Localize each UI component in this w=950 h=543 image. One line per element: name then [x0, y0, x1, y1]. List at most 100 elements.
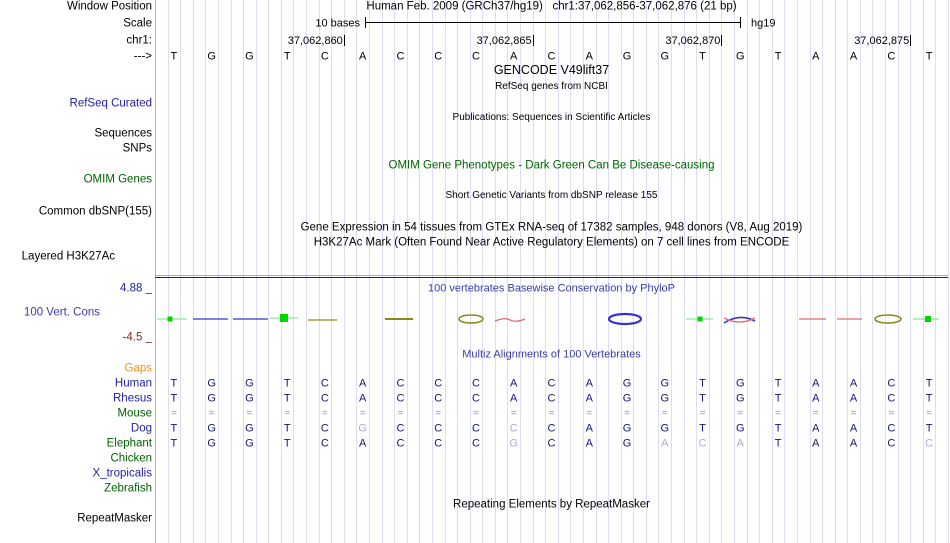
alignment-base: C — [472, 392, 480, 405]
label-common-dbsnp[interactable]: Common dbSNP(155) — [38, 205, 152, 218]
guideline — [645, 0, 647, 543]
label-sequences[interactable]: Sequences — [94, 127, 152, 140]
alignment-base: = — [473, 408, 479, 419]
label-vert-cons[interactable]: 100 Vert. Cons — [23, 306, 100, 319]
alignment-base: A — [359, 437, 367, 450]
guideline — [469, 0, 471, 543]
guideline — [859, 0, 861, 543]
label-refseq-curated[interactable]: RefSeq Curated — [69, 97, 152, 110]
sequence-base: C — [434, 50, 443, 63]
ruler-tick — [343, 35, 345, 46]
label-cons-max: 4.88 _ — [120, 282, 152, 295]
alignment-base: C — [320, 437, 329, 450]
alignment-base: C — [887, 422, 896, 435]
guideline — [746, 0, 748, 543]
omim-title[interactable]: OMIM Gene Phenotypes - Dark Green Can Be… — [388, 159, 715, 172]
guideline — [734, 0, 736, 543]
guideline — [318, 0, 320, 543]
alignment-base: A — [585, 377, 593, 390]
multiz-title[interactable]: Multiz Alignments of 100 Vertebrates — [462, 348, 641, 361]
species-label-dog: Dog — [130, 422, 152, 435]
alignment-base: T — [774, 437, 782, 450]
alignment-base: = — [208, 408, 215, 419]
alignment-base: C — [320, 422, 329, 435]
guideline — [507, 0, 509, 543]
guideline — [205, 0, 207, 543]
label-chrom: chr1: — [126, 34, 152, 47]
alignment-base: = — [850, 408, 857, 419]
guideline — [570, 0, 572, 543]
alignment-base: C — [547, 392, 556, 405]
publications-title[interactable]: Publications: Sequences in Scientific Ar… — [452, 112, 651, 123]
phylop-title[interactable]: 100 vertebrates Basewise Conservation by… — [427, 282, 676, 295]
alignment-base: G — [245, 377, 254, 390]
dbsnp-title[interactable]: Short Genetic Variants from dbSNP releas… — [445, 190, 658, 201]
alignment-base: T — [699, 422, 706, 435]
alignment-base: C — [887, 437, 896, 450]
guideline — [368, 0, 370, 543]
alignment-base: G — [622, 377, 632, 390]
gencode-title[interactable]: GENCODE V49lift37 — [493, 62, 610, 77]
label-repeatmasker[interactable]: RepeatMasker — [77, 512, 152, 525]
guideline — [293, 0, 295, 543]
sequence-base: G — [622, 50, 632, 63]
alignment-base: T — [283, 437, 291, 450]
species-label-mouse: Mouse — [117, 407, 152, 420]
gtex-title[interactable]: Gene Expression in 54 tissues from GTEx … — [300, 221, 803, 234]
sequence-base: C — [472, 50, 480, 63]
alignment-base: T — [170, 392, 178, 405]
alignment-base: = — [888, 408, 895, 419]
guideline — [784, 0, 786, 543]
conservation-glyph — [697, 316, 703, 322]
guideline — [557, 0, 559, 543]
guideline — [268, 0, 270, 543]
alignment-base: C — [396, 377, 405, 390]
alignment-base: C — [698, 437, 707, 450]
alignment-base: = — [775, 408, 782, 419]
sequence-base: A — [812, 50, 820, 63]
alignment-base: T — [170, 422, 178, 435]
ruler-tick — [721, 35, 723, 46]
guideline — [331, 0, 333, 543]
alignment-base: A — [849, 377, 858, 390]
alignment-base: = — [284, 408, 291, 419]
label-snps[interactable]: SNPs — [122, 142, 152, 155]
guideline — [910, 0, 912, 543]
alignment-base: C — [509, 422, 518, 435]
guideline — [872, 0, 874, 543]
label-layered-h3k27ac[interactable]: Layered H3K27Ac — [21, 250, 115, 263]
alignment-base: A — [812, 437, 820, 450]
species-label-rhesus: Rhesus — [113, 392, 152, 405]
guideline — [809, 0, 811, 543]
label-omim-genes[interactable]: OMIM Genes — [83, 173, 152, 186]
alignment-base: = — [624, 408, 630, 419]
guideline — [671, 0, 673, 543]
sequence-base: G — [736, 50, 745, 63]
guideline — [683, 0, 685, 543]
alignment-base: G — [207, 437, 216, 450]
alignment-base: C — [472, 437, 480, 450]
alignment-base: G — [207, 392, 216, 405]
scale-value: 10 bases — [315, 17, 360, 30]
alignment-base: = — [926, 408, 933, 419]
alignment-base: C — [472, 377, 480, 390]
alignment-base: C — [547, 422, 556, 435]
alignment-base: C — [472, 422, 480, 435]
guideline — [721, 0, 723, 543]
guideline — [230, 0, 232, 543]
guideline — [167, 0, 169, 543]
alignment-base: A — [510, 377, 518, 390]
guideline — [457, 0, 459, 543]
alignment-base: = — [510, 408, 517, 419]
sequence-base: T — [774, 50, 782, 63]
alignment-base: G — [207, 422, 216, 435]
alignment-base: A — [849, 437, 858, 450]
h3k27ac-title[interactable]: H3K27Ac Mark (Often Found Near Active Re… — [313, 236, 790, 249]
repeatmasker-title[interactable]: Repeating Elements by RepeatMasker — [453, 498, 650, 511]
sequence-base: G — [207, 50, 216, 63]
alignment-base: = — [812, 408, 819, 419]
alignment-base: = — [699, 408, 706, 419]
refseq-subtitle[interactable]: RefSeq genes from NCBI — [495, 81, 608, 92]
ruler-number: 37,062,860 — [287, 35, 343, 47]
guideline — [608, 0, 610, 543]
